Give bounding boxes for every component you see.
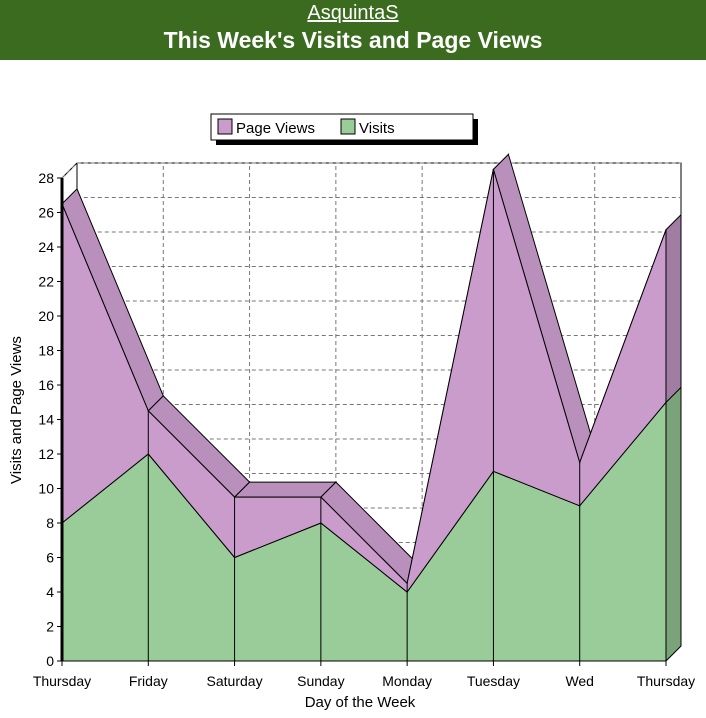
gridline-horizontal (61, 231, 681, 248)
data-point (147, 410, 149, 412)
y-tick-label: 14 (38, 412, 54, 428)
gridline-horizontal (61, 197, 681, 213)
y-tick-label: 8 (46, 515, 54, 531)
x-tick-label: Tuesday (467, 673, 520, 689)
y-tick-label: 6 (46, 550, 54, 566)
legend-label-visits: Visits (359, 120, 395, 137)
x-axis-title: Day of the Week (305, 694, 416, 711)
legend-swatch-visits (340, 118, 356, 135)
legend: Page Views Visits (210, 113, 478, 145)
y-tick-label: 12 (38, 446, 54, 462)
series-page-views (61, 152, 682, 593)
y-tick-label: 0 (46, 653, 54, 669)
y-tick-label: 4 (46, 584, 54, 600)
y-axis-title: Visits and Page Views (8, 336, 25, 484)
area-side-face (665, 386, 682, 663)
gridline-horizontal (61, 266, 681, 282)
y-tick-label: 28 (38, 170, 54, 186)
x-tick-label: Saturday (207, 673, 263, 689)
legend-swatch-page-views (217, 118, 233, 135)
x-tick-label: Thursday (637, 673, 695, 689)
data-point (665, 229, 667, 231)
data-point (579, 462, 581, 464)
x-tick-label: Thursday (33, 673, 91, 689)
gridline-horizontal (61, 162, 681, 179)
y-tick-label: 26 (38, 205, 54, 221)
y-tick-label: 22 (38, 274, 54, 290)
y-tick-label: 2 (46, 619, 54, 635)
series-areas (61, 152, 682, 663)
data-point (320, 496, 322, 498)
page-title: This Week's Visits and Page Views (163, 27, 543, 53)
area-top-face (233, 481, 338, 498)
gridline-horizontal (61, 335, 681, 351)
y-tick-label: 18 (38, 343, 54, 359)
legend-label-page-views: Page Views (236, 120, 315, 137)
y-tick-label: 10 (38, 481, 54, 497)
x-tick-label: Sunday (297, 673, 344, 689)
data-point (406, 582, 408, 584)
title-banner: AsquintaS This Week's Visits and Page Vi… (0, 0, 706, 60)
x-tick-label: Friday (129, 673, 168, 689)
y-tick-label: 24 (38, 239, 54, 255)
area-front-face (61, 169, 667, 593)
site-name-link[interactable]: AsquintaS (307, 2, 399, 24)
x-tick-label: Monday (382, 673, 432, 689)
y-tick-label: 16 (38, 377, 54, 393)
area-side-face (665, 213, 682, 404)
data-point (233, 496, 236, 498)
gridline-horizontal (61, 300, 681, 317)
data-point (492, 168, 495, 170)
y-tick-label: 20 (38, 308, 54, 324)
x-tick-label: Wed (565, 673, 594, 689)
